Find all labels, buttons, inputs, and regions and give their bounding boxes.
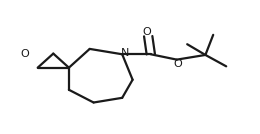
Text: N: N	[121, 48, 129, 58]
Text: O: O	[142, 27, 151, 37]
Text: O: O	[174, 59, 183, 69]
Text: O: O	[20, 49, 29, 59]
